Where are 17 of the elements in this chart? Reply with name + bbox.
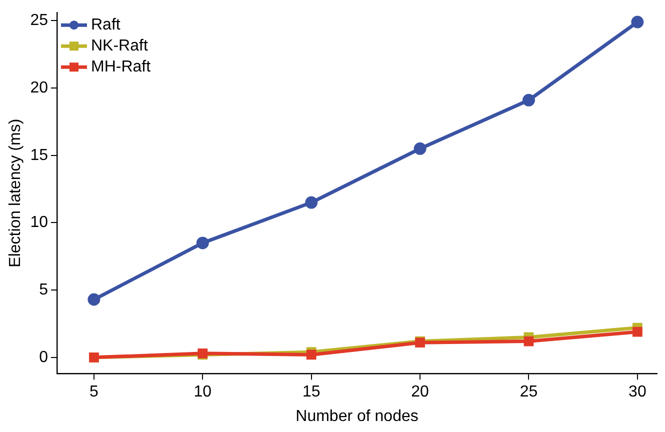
y-tick-label: 20 [30,79,48,96]
y-tick-label: 15 [30,146,48,164]
legend-label: NK-Raft [90,38,148,55]
x-tick-label: 30 [628,384,646,401]
y-tick-label: 0 [39,348,48,366]
x-tick-label: 20 [411,384,430,401]
x-tick-label: 15 [302,384,320,401]
y-tick-label: 10 [30,214,48,232]
y-tick-label: 5 [39,281,48,298]
x-tick-label: 25 [520,384,538,401]
y-tick-label: 25 [30,12,48,30]
legend-label: MH-Raft [90,58,152,76]
x-axis-title: Number of nodes [296,408,418,425]
x-tick-label: 10 [194,384,212,401]
x-tick-label: 5 [90,384,98,401]
legend-label: Raft [90,16,121,34]
y-axis-title: Election latency (ms) [7,118,24,268]
